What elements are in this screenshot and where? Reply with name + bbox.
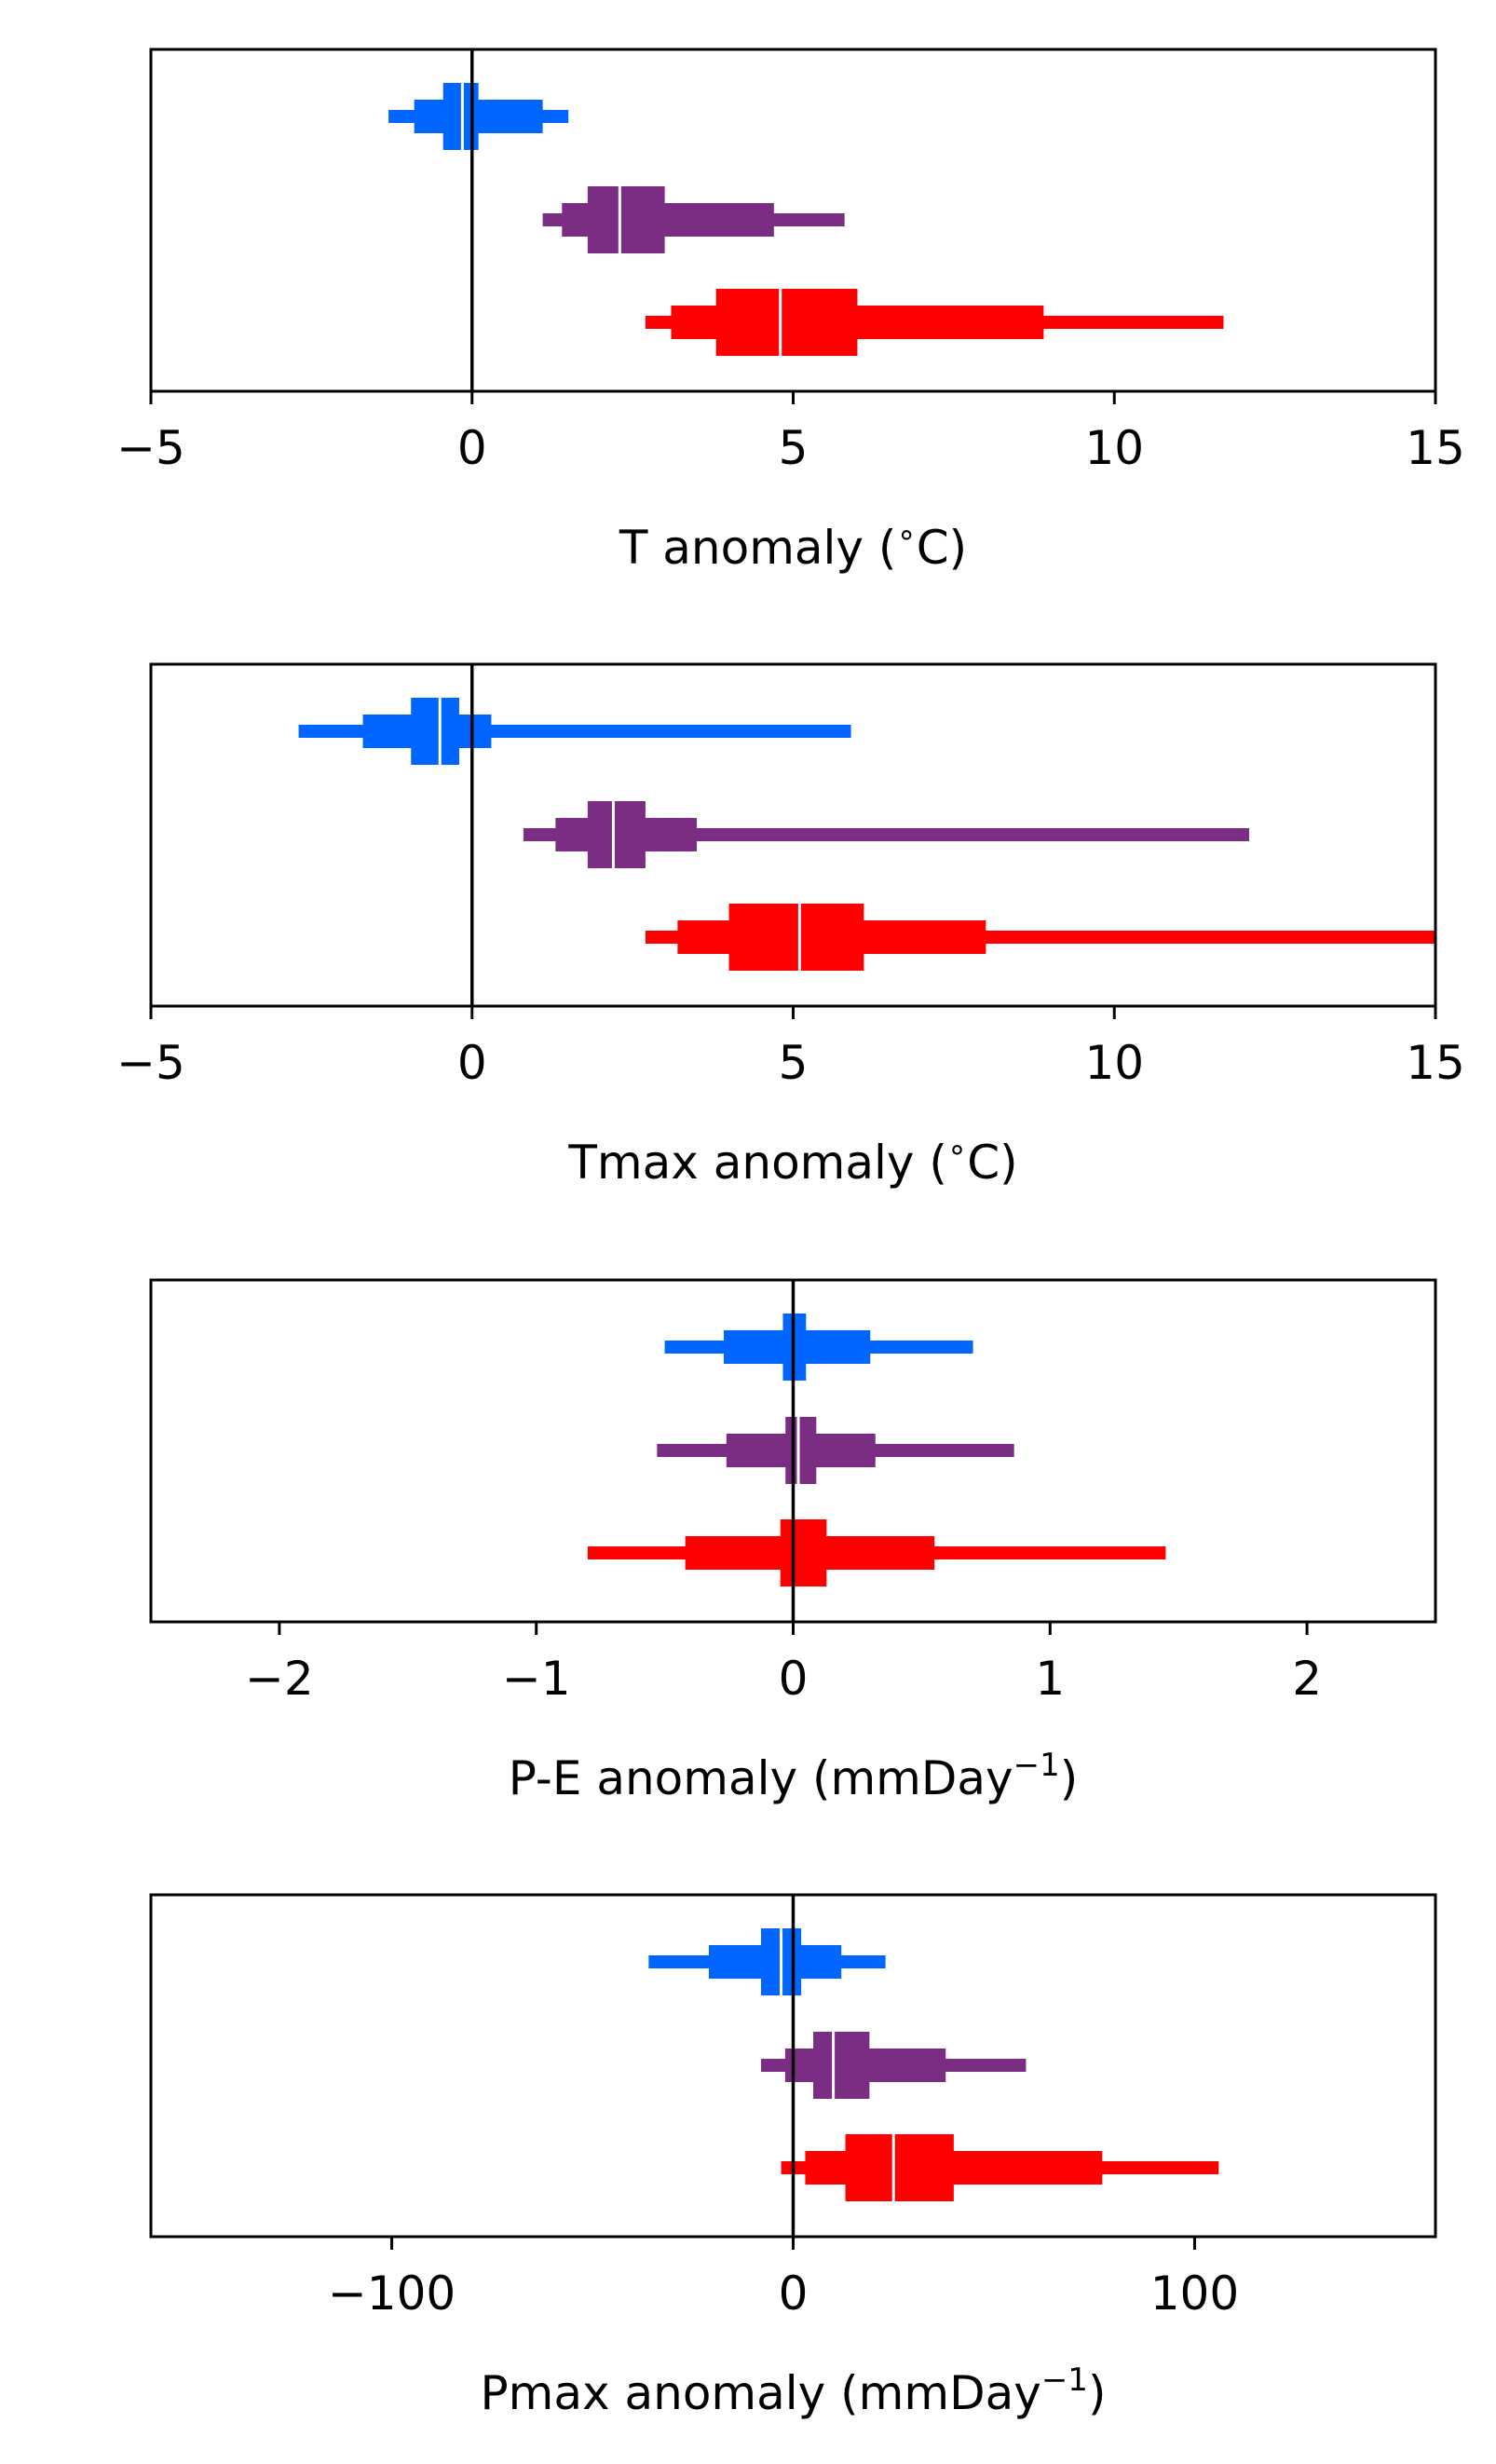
x-tick-label: 2 — [1292, 1652, 1322, 1706]
series-2-whisker-range — [523, 828, 1250, 841]
x-tick-label: 10 — [1084, 1036, 1144, 1090]
series-1-box — [648, 1928, 886, 1995]
series-2-inner-range — [813, 2032, 870, 2099]
x-tick-label: 1 — [1035, 1652, 1065, 1706]
series-3-inner-range — [715, 289, 858, 356]
panel-1: −5 0 5 10 15 T anomaly (∘​C) — [116, 48, 1465, 575]
series-1-inner-range — [411, 698, 459, 765]
x-tick-label: 0 — [779, 2267, 809, 2321]
series-3-inner-range — [780, 1519, 827, 1586]
x-tick-label: −5 — [116, 1036, 185, 1090]
x-tick-label: 100 — [1150, 2267, 1239, 2321]
series-2-box — [523, 801, 1250, 868]
series-3-box — [781, 2134, 1219, 2201]
x-tick-label: 5 — [779, 421, 809, 475]
panel-4: −100 0 100 Pmax anomaly (mmDay−1​) — [149, 1893, 1437, 2420]
x-tick-label: −2 — [245, 1652, 314, 1706]
x-tick-label: 0 — [457, 1036, 487, 1090]
series-1-box — [298, 698, 851, 765]
series-3-box — [645, 289, 1224, 356]
series-2-inner-range — [785, 1417, 817, 1484]
series-1-box — [388, 83, 569, 150]
x-tick-label: −5 — [116, 421, 185, 475]
series-3-inner-range — [728, 904, 864, 971]
x-axis-label: Pmax anomaly (mmDay−1​) — [481, 2362, 1107, 2420]
series-3-box — [645, 904, 1435, 971]
x-tick-label: −100 — [328, 2267, 456, 2321]
x-tick-label: 10 — [1084, 421, 1144, 475]
x-axis-label: T anomaly (∘​C) — [619, 516, 967, 575]
panel-2: −5 0 5 10 15 Tmax anomaly (∘​C) — [116, 662, 1465, 1190]
series-2-box — [542, 186, 845, 253]
series-3-inner-range — [845, 2134, 954, 2201]
x-tick-label: 15 — [1406, 421, 1465, 475]
x-tick-label: 5 — [779, 1036, 809, 1090]
series-2-inner-range — [587, 801, 646, 868]
series-2-box — [761, 2032, 1027, 2099]
x-tick-label: 0 — [457, 421, 487, 475]
series-3-box — [587, 1519, 1166, 1586]
x-tick-label: −1 — [502, 1652, 571, 1706]
series-2-box — [657, 1417, 1014, 1484]
panel-3: −2 −1 0 1 2 P-E anomaly (mmDay−1​) — [149, 1278, 1437, 1805]
x-axis-label: Tmax anomaly (∘​C) — [567, 1131, 1017, 1190]
x-tick-label: 15 — [1406, 1036, 1465, 1090]
x-axis-label: P-E anomaly (mmDay−1​) — [509, 1747, 1079, 1805]
series-2-inner-range — [587, 186, 665, 253]
x-tick-label: 0 — [779, 1652, 809, 1706]
series-1-box — [664, 1314, 973, 1381]
